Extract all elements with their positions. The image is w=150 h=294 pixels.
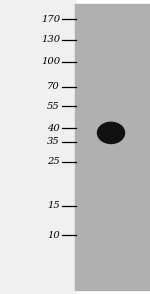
Text: 130: 130 [41,35,60,44]
Text: 10: 10 [47,231,60,240]
Text: 100: 100 [41,57,60,66]
Text: 170: 170 [41,15,60,24]
Text: 25: 25 [47,157,60,166]
Text: 55: 55 [47,102,60,111]
Text: 35: 35 [47,137,60,146]
Text: 70: 70 [47,82,60,91]
Bar [75,4,150,290]
Text: 15: 15 [47,201,60,210]
Ellipse shape [98,122,124,143]
Text: 40: 40 [47,124,60,133]
Bar [0,0,75,294]
